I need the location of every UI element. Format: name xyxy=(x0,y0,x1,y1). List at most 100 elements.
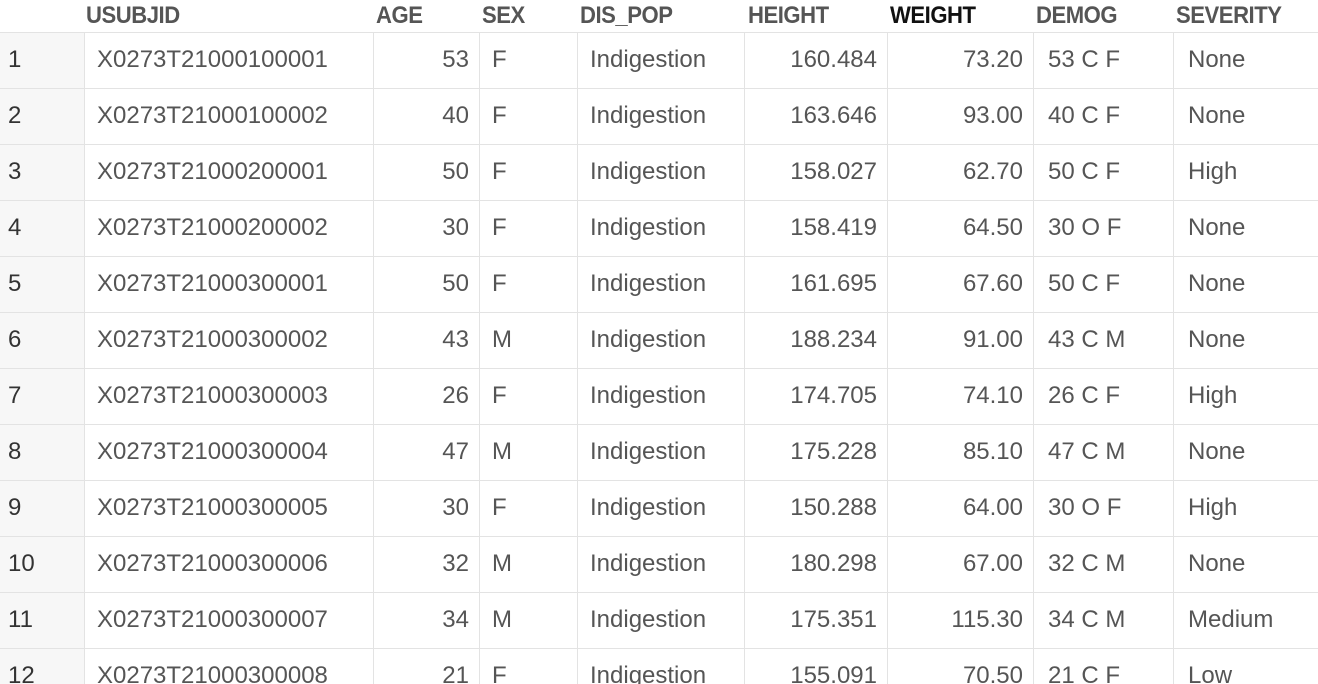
column-header-age[interactable]: AGE xyxy=(376,2,423,29)
cell-height[interactable]: 161.695 xyxy=(744,256,887,312)
cell-height[interactable]: 150.288 xyxy=(744,480,887,536)
column-header-demog[interactable]: DEMOG xyxy=(1036,2,1118,29)
cell-usubjid[interactable]: X0273T21000300006 xyxy=(84,536,373,592)
cell-usubjid[interactable]: X0273T21000300002 xyxy=(84,312,373,368)
column-header-weight[interactable]: WEIGHT xyxy=(890,2,976,29)
cell-usubjid[interactable]: X0273T21000100001 xyxy=(84,32,373,88)
row-number[interactable]: 7 xyxy=(8,382,22,409)
table-row[interactable]: 2 X0273T21000100002 40 F Indigestion 163.646 9… xyxy=(0,88,1318,145)
cell-severity[interactable]: High xyxy=(1173,144,1318,200)
cell-weight[interactable]: 67.00 xyxy=(887,536,1033,592)
table-row[interactable]: 1 X0273T21000100001 53 F Indigestion 160.484 7… xyxy=(0,32,1318,89)
cell-height[interactable]: 163.646 xyxy=(744,88,887,144)
cell-severity[interactable]: None xyxy=(1173,200,1318,256)
cell-dis-pop[interactable]: Indigestion xyxy=(577,480,744,536)
cell-usubjid[interactable]: X0273T21000300005 xyxy=(84,480,373,536)
cell-dis-pop[interactable]: Indigestion xyxy=(577,424,744,480)
cell-height[interactable]: 158.419 xyxy=(744,200,887,256)
cell-sex[interactable]: F xyxy=(479,88,577,144)
cell-severity[interactable]: High xyxy=(1173,480,1318,536)
cell-sex[interactable]: M xyxy=(479,312,577,368)
cell-sex[interactable]: F xyxy=(479,648,577,684)
cell-demog[interactable]: 30 O F xyxy=(1033,200,1173,256)
cell-severity[interactable]: Low xyxy=(1173,648,1318,684)
column-header-severity[interactable]: SEVERITY xyxy=(1176,2,1282,29)
cell-weight[interactable]: 70.50 xyxy=(887,648,1033,684)
cell-usubjid[interactable]: X0273T21000100002 xyxy=(84,88,373,144)
cell-age[interactable]: 34 xyxy=(373,592,479,648)
cell-severity[interactable]: None xyxy=(1173,32,1318,88)
cell-sex[interactable]: F xyxy=(479,200,577,256)
cell-demog[interactable]: 21 C F xyxy=(1033,648,1173,684)
table-row[interactable]: 6 X0273T21000300002 43 M Indigestion 188.234 9… xyxy=(0,312,1318,369)
cell-dis-pop[interactable]: Indigestion xyxy=(577,648,744,684)
column-header-dis-pop[interactable]: DIS_POP xyxy=(580,2,673,29)
table-row[interactable]: 11 X0273T21000300007 34 M Indigestion 175.351… xyxy=(0,592,1318,649)
cell-severity[interactable]: High xyxy=(1173,368,1318,424)
cell-usubjid[interactable]: X0273T21000300007 xyxy=(84,592,373,648)
cell-demog[interactable]: 50 C F xyxy=(1033,144,1173,200)
cell-age[interactable]: 47 xyxy=(373,424,479,480)
cell-weight[interactable]: 85.10 xyxy=(887,424,1033,480)
row-number[interactable]: 1 xyxy=(8,46,22,73)
cell-weight[interactable]: 91.00 xyxy=(887,312,1033,368)
table-row[interactable]: 8 X0273T21000300004 47 M Indigestion 175.228 8… xyxy=(0,424,1318,481)
row-number[interactable]: 2 xyxy=(8,102,22,129)
cell-age[interactable]: 53 xyxy=(373,32,479,88)
row-number[interactable]: 6 xyxy=(8,326,22,353)
cell-severity[interactable]: None xyxy=(1173,88,1318,144)
cell-sex[interactable]: M xyxy=(479,424,577,480)
cell-severity[interactable]: Medium xyxy=(1173,592,1318,648)
row-number[interactable]: 4 xyxy=(8,214,22,241)
cell-height[interactable]: 158.027 xyxy=(744,144,887,200)
cell-sex[interactable]: M xyxy=(479,536,577,592)
table-row[interactable]: 7 X0273T21000300003 26 F Indigestion 174.705 7… xyxy=(0,368,1318,425)
table-row[interactable]: 5 X0273T21000300001 50 F Indigestion 161.695 6… xyxy=(0,256,1318,313)
cell-sex[interactable]: F xyxy=(479,144,577,200)
cell-demog[interactable]: 43 C M xyxy=(1033,312,1173,368)
cell-height[interactable]: 155.091 xyxy=(744,648,887,684)
cell-severity[interactable]: None xyxy=(1173,312,1318,368)
cell-demog[interactable]: 50 C F xyxy=(1033,256,1173,312)
cell-height[interactable]: 175.351 xyxy=(744,592,887,648)
column-header-usubjid[interactable]: USUBJID xyxy=(86,2,180,29)
cell-dis-pop[interactable]: Indigestion xyxy=(577,368,744,424)
cell-severity[interactable]: None xyxy=(1173,256,1318,312)
cell-weight[interactable]: 93.00 xyxy=(887,88,1033,144)
table-row[interactable]: 3 X0273T21000200001 50 F Indigestion 158.027 6… xyxy=(0,144,1318,201)
cell-dis-pop[interactable]: Indigestion xyxy=(577,592,744,648)
cell-weight[interactable]: 62.70 xyxy=(887,144,1033,200)
cell-demog[interactable]: 40 C F xyxy=(1033,88,1173,144)
cell-sex[interactable]: F xyxy=(479,368,577,424)
cell-weight[interactable]: 115.30 xyxy=(887,592,1033,648)
cell-demog[interactable]: 30 O F xyxy=(1033,480,1173,536)
cell-age[interactable]: 30 xyxy=(373,480,479,536)
row-number[interactable]: 11 xyxy=(8,606,33,633)
row-number[interactable]: 5 xyxy=(8,270,22,297)
cell-dis-pop[interactable]: Indigestion xyxy=(577,144,744,200)
cell-height[interactable]: 160.484 xyxy=(744,32,887,88)
cell-weight[interactable]: 64.50 xyxy=(887,200,1033,256)
column-header-sex[interactable]: SEX xyxy=(482,2,525,29)
cell-demog[interactable]: 26 C F xyxy=(1033,368,1173,424)
cell-dis-pop[interactable]: Indigestion xyxy=(577,88,744,144)
cell-height[interactable]: 175.228 xyxy=(744,424,887,480)
cell-age[interactable]: 50 xyxy=(373,144,479,200)
cell-age[interactable]: 40 xyxy=(373,88,479,144)
cell-age[interactable]: 50 xyxy=(373,256,479,312)
row-number[interactable]: 12 xyxy=(8,662,35,684)
cell-demog[interactable]: 34 C M xyxy=(1033,592,1173,648)
cell-usubjid[interactable]: X0273T21000300008 xyxy=(84,648,373,684)
cell-height[interactable]: 188.234 xyxy=(744,312,887,368)
cell-dis-pop[interactable]: Indigestion xyxy=(577,536,744,592)
cell-usubjid[interactable]: X0273T21000300003 xyxy=(84,368,373,424)
cell-usubjid[interactable]: X0273T21000200002 xyxy=(84,200,373,256)
cell-severity[interactable]: None xyxy=(1173,536,1318,592)
row-number[interactable]: 9 xyxy=(8,494,22,521)
cell-sex[interactable]: M xyxy=(479,592,577,648)
cell-dis-pop[interactable]: Indigestion xyxy=(577,256,744,312)
cell-severity[interactable]: None xyxy=(1173,424,1318,480)
cell-dis-pop[interactable]: Indigestion xyxy=(577,32,744,88)
row-number[interactable]: 10 xyxy=(8,550,35,577)
cell-height[interactable]: 180.298 xyxy=(744,536,887,592)
